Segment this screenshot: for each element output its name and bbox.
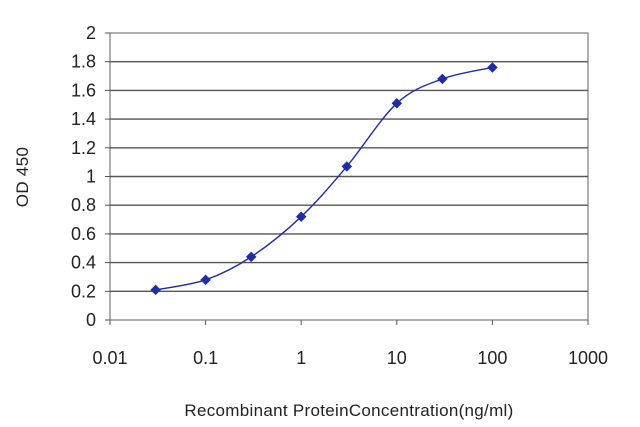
data-point bbox=[391, 97, 403, 109]
x-tick-label: 100 bbox=[477, 348, 507, 368]
y-tick-label: 1.2 bbox=[71, 138, 96, 158]
y-tick-label: 1.4 bbox=[71, 109, 96, 129]
data-point bbox=[245, 251, 257, 263]
x-tick-label: 0.1 bbox=[193, 348, 218, 368]
y-axis-title: OD 450 bbox=[13, 147, 32, 207]
x-tick-label: 1 bbox=[296, 348, 306, 368]
x-tick-labels: 0.01 0.1 1 10 100 1000 bbox=[92, 348, 608, 368]
series-group bbox=[150, 62, 498, 296]
y-tick-label: 0.6 bbox=[71, 224, 96, 244]
x-axis-title: Recombinant ProteinConcentration(ng/ml) bbox=[184, 401, 513, 420]
y-tick-label: 1.8 bbox=[71, 52, 96, 72]
gridlines bbox=[105, 32, 589, 325]
data-point bbox=[150, 284, 161, 296]
y-tick-label: 1.6 bbox=[71, 80, 96, 100]
x-tick-label: 1000 bbox=[568, 348, 608, 368]
x-tick-label: 10 bbox=[387, 348, 407, 368]
y-tick-label: 0.8 bbox=[71, 195, 96, 215]
series-line bbox=[155, 66, 493, 291]
y-tick-label: 1 bbox=[86, 167, 96, 187]
data-point bbox=[341, 161, 353, 172]
y-tick-labels: 0 0.2 0.4 0.6 0.8 1 1.2 1.4 1.6 1.8 2 bbox=[71, 23, 96, 330]
y-tick-label: 2 bbox=[86, 23, 96, 43]
data-point bbox=[437, 73, 448, 85]
x-tick-label: 0.01 bbox=[92, 348, 127, 368]
data-point bbox=[200, 274, 211, 286]
data-point bbox=[295, 211, 307, 223]
y-tick-label: 0.2 bbox=[71, 281, 96, 301]
y-tick-label: 0 bbox=[86, 310, 96, 330]
data-point bbox=[487, 62, 498, 73]
y-tick-label: 0.4 bbox=[71, 253, 96, 273]
